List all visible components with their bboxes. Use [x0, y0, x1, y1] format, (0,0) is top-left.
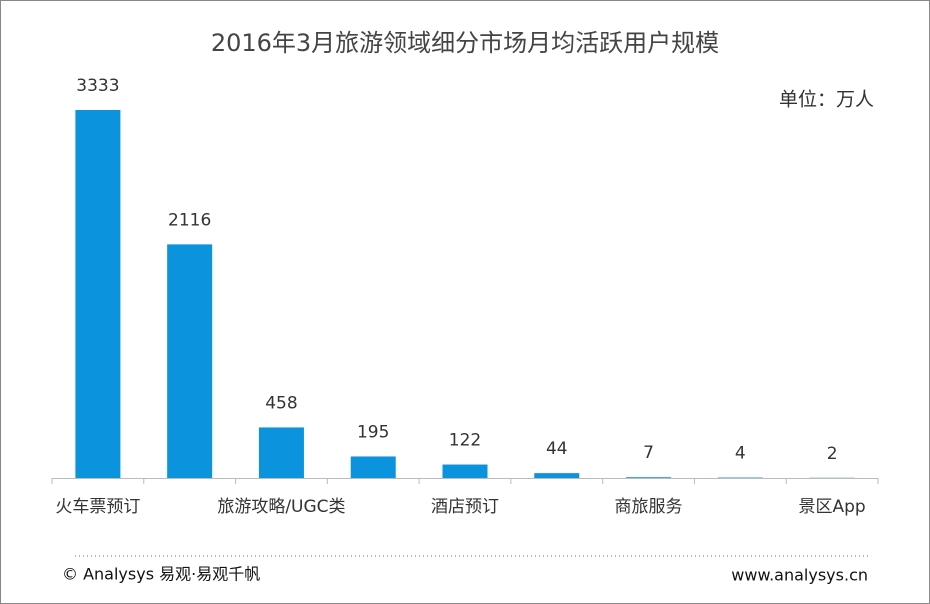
- value-label: 122: [449, 431, 481, 451]
- value-label: 2116: [168, 210, 211, 230]
- value-label: 458: [265, 393, 297, 413]
- bar: [350, 456, 396, 478]
- x-tick-label: 景区App: [799, 497, 866, 517]
- bar: [442, 464, 488, 478]
- website: www.analysys.cn: [731, 566, 868, 585]
- value-label: 7: [643, 443, 654, 463]
- value-label: 44: [546, 439, 568, 459]
- bar: [626, 477, 672, 478]
- value-label: 2: [827, 444, 838, 464]
- x-tick-label: 旅游攻略/UGC类: [217, 497, 345, 517]
- unit-label: 单位：万人: [779, 89, 874, 111]
- bar: [534, 473, 580, 478]
- bar: [75, 110, 121, 478]
- copyright: © Analysys 易观·易观千帆: [62, 565, 260, 584]
- value-label: 4: [735, 444, 746, 464]
- bar: [258, 427, 304, 478]
- x-tick-label: 商旅服务: [615, 497, 683, 517]
- value-label: 3333: [76, 76, 119, 96]
- x-tick-label: 酒店预订: [431, 497, 499, 517]
- value-label: 195: [357, 422, 389, 442]
- bar: [167, 244, 213, 478]
- chart-title: 2016年3月旅游领域细分市场月均活跃用户规模: [211, 29, 719, 57]
- x-tick-label: 火车票预订: [55, 497, 140, 517]
